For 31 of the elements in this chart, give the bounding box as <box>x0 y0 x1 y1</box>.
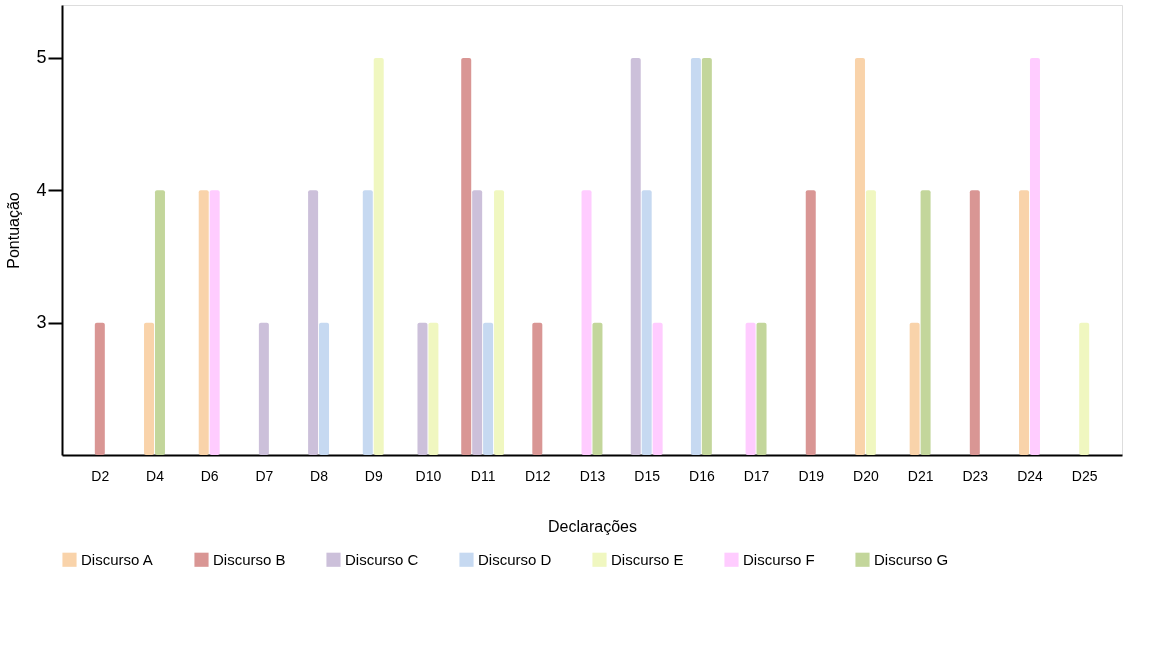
x-tick-label: D21 <box>907 467 934 484</box>
x-axis-title: Declarações <box>548 517 637 535</box>
x-tick-label: D10 <box>415 467 442 484</box>
x-tick-label: D13 <box>579 467 606 484</box>
x-tick-label: D9 <box>364 467 383 484</box>
x-tick-label: D23 <box>962 467 989 484</box>
y-tick-label: 4 <box>36 179 47 200</box>
legend-label: Discurso A <box>81 550 153 568</box>
x-tick-label: D7 <box>255 467 274 484</box>
x-tick-label: D11 <box>470 467 496 484</box>
x-tick-label: D6 <box>200 467 219 484</box>
legend-label: Discurso B <box>213 550 286 568</box>
legend-label: Discurso G <box>874 550 949 568</box>
x-tick-label: D4 <box>146 467 165 484</box>
x-tick-label: D24 <box>1017 467 1044 484</box>
x-tick-label: D17 <box>743 467 770 484</box>
legend-label: Discurso D <box>478 550 552 568</box>
legend-label: Discurso E <box>611 550 684 568</box>
x-tick-label: D20 <box>853 467 879 484</box>
y-tick-label: 3 <box>36 312 47 333</box>
legend-label: Discurso C <box>345 550 419 568</box>
x-tick-label: D12 <box>524 467 551 484</box>
x-tick-label: D15 <box>634 467 661 484</box>
x-tick-label: D16 <box>689 467 715 484</box>
x-tick-label: D25 <box>1071 467 1098 484</box>
y-axis-title: Pontuação <box>5 192 23 269</box>
x-tick-label: D8 <box>310 467 329 484</box>
x-tick-label: D19 <box>798 467 825 484</box>
x-tick-label: D2 <box>91 467 110 484</box>
legend-label: Discurso F <box>743 550 815 568</box>
y-tick-label: 5 <box>36 47 47 68</box>
